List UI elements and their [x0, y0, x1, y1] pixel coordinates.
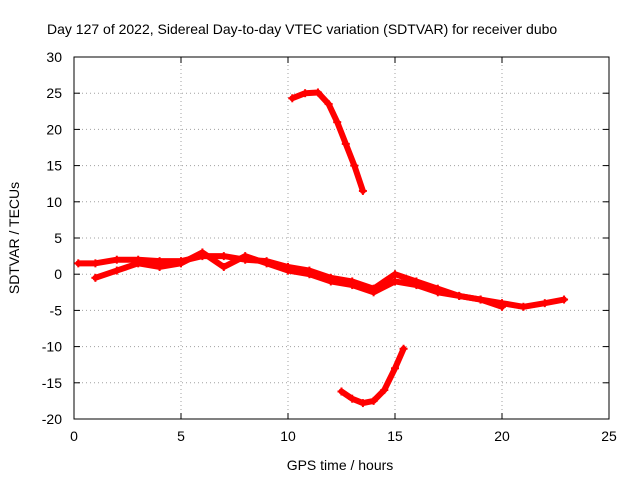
y-axis-label: SDTVAR / TECUs: [6, 182, 22, 294]
series-secondary-band: [91, 248, 506, 311]
data-point: [350, 161, 359, 170]
data-point: [177, 259, 185, 268]
data-point: [91, 259, 100, 268]
chart-title: Day 127 of 2022, Sidereal Day-to-day VTE…: [47, 21, 557, 37]
data-point: [262, 259, 271, 268]
data-point: [455, 291, 464, 300]
data-point: [324, 100, 333, 109]
data-point: [313, 88, 322, 97]
data-point: [476, 295, 485, 304]
x-tick-label: 0: [70, 428, 78, 444]
y-tick-label: 15: [46, 158, 62, 174]
x-tick-label: 10: [280, 428, 296, 444]
data-point: [433, 288, 442, 297]
data-point: [305, 270, 314, 279]
y-tick-label: 10: [46, 194, 62, 210]
data-point: [540, 299, 549, 308]
x-tick-label: 25: [601, 428, 617, 444]
data-point: [112, 255, 121, 264]
y-tick-label: -20: [42, 411, 62, 427]
data-point: [284, 266, 292, 275]
series-upper-arc: [288, 88, 367, 195]
data-point: [391, 364, 399, 373]
data-point: [498, 302, 506, 311]
data-point: [560, 295, 569, 304]
data-point: [519, 302, 528, 311]
data-point: [112, 266, 121, 275]
y-tick-label: -5: [50, 302, 63, 318]
x-tick-label: 5: [177, 428, 185, 444]
y-tick-label: 20: [46, 121, 62, 137]
data-point: [198, 248, 207, 257]
data-point: [219, 262, 228, 271]
data-point: [333, 118, 342, 127]
data-point: [391, 270, 399, 279]
data-point: [155, 262, 164, 271]
data-point: [348, 281, 357, 290]
data-point: [326, 277, 335, 286]
data-point: [341, 139, 350, 148]
data-point: [219, 252, 228, 261]
ticks: 0 5 10 15 20 25 -20 -15 -10 -5 0 5 10 15 20 25 30: [42, 49, 617, 444]
y-tick-label: 0: [54, 266, 62, 282]
y-tick-label: 5: [54, 230, 62, 246]
data-marks: [74, 88, 569, 408]
data-point: [399, 344, 408, 353]
data-point: [358, 186, 367, 195]
data-point: [358, 399, 367, 408]
x-axis-label: GPS time / hours: [287, 457, 394, 473]
data-point: [391, 277, 399, 286]
series-lower-arc: [337, 344, 408, 408]
data-point: [412, 281, 421, 290]
data-point: [369, 396, 378, 405]
data-point: [369, 288, 378, 297]
data-point: [380, 386, 389, 395]
data-point: [241, 252, 250, 261]
x-tick-label: 15: [387, 428, 403, 444]
y-tick-label: -10: [42, 339, 62, 355]
x-tick-label: 20: [494, 428, 510, 444]
y-tick-label: 25: [46, 85, 62, 101]
data-point: [134, 259, 143, 268]
y-tick-label: 30: [46, 49, 62, 65]
data-point: [301, 89, 310, 98]
data-point: [348, 394, 357, 403]
data-point: [91, 273, 100, 282]
data-point: [288, 94, 297, 103]
grid: [74, 57, 609, 419]
data-point: [74, 259, 83, 268]
y-tick-label: -15: [42, 375, 62, 391]
data-point: [337, 387, 346, 396]
